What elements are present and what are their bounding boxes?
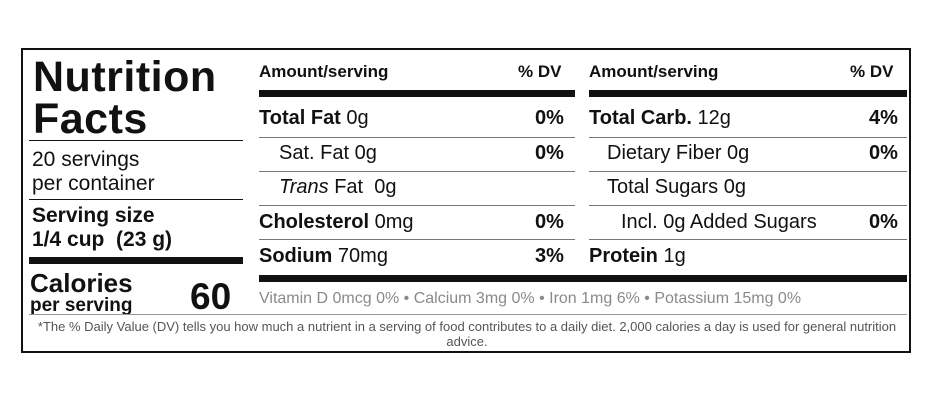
vitamins-minerals-line: Vitamin D 0mcg 0% • Calcium 3mg 0% • Iro…	[259, 290, 802, 307]
divider	[259, 239, 575, 240]
servings-per-container: 20 servings per container	[32, 148, 155, 195]
cholesterol-dv: 0%	[535, 211, 564, 233]
calories-value: 60	[190, 276, 232, 317]
calories-per-serving-label: per serving	[30, 295, 133, 316]
added-sugars-dv: 0%	[869, 211, 898, 233]
nutrition-facts-title: Nutrition Facts	[33, 53, 217, 143]
sodium-row: Sodium 70mg	[259, 245, 388, 267]
divider	[589, 239, 907, 240]
total-fat-row: Total Fat 0g	[259, 107, 369, 129]
thick-divider	[259, 275, 907, 282]
divider	[259, 137, 575, 138]
nutrition-label: Nutrition Facts 20 servings per containe…	[21, 48, 911, 353]
trans-fat-row: Trans Fat 0g	[279, 176, 397, 198]
sat-fat-row: Sat. Fat 0g	[279, 142, 377, 164]
divider	[29, 199, 243, 200]
total-carb-row: Total Carb. 12g	[589, 107, 731, 129]
dietary-fiber-row: Dietary Fiber 0g	[607, 142, 750, 164]
thick-divider	[259, 90, 575, 97]
divider	[589, 171, 907, 172]
total-sugars-row: Total Sugars 0g	[607, 176, 746, 198]
sat-fat-dv: 0%	[535, 142, 564, 164]
added-sugars-row: Incl. 0g Added Sugars	[621, 211, 817, 233]
divider	[589, 205, 907, 206]
right-header-amount: Amount/serving	[589, 62, 719, 81]
serving-size: Serving size 1/4 cup (23 g)	[32, 204, 173, 251]
divider	[589, 137, 907, 138]
left-header-amount: Amount/serving	[259, 62, 389, 81]
total-fat-dv: 0%	[535, 107, 564, 129]
protein-row: Protein 1g	[589, 245, 686, 267]
divider	[29, 140, 243, 141]
calories-label: Calories	[30, 268, 133, 298]
dietary-fiber-dv: 0%	[869, 142, 898, 164]
total-carb-dv: 4%	[869, 107, 898, 129]
divider	[259, 171, 575, 172]
thick-divider	[589, 90, 907, 97]
cholesterol-row: Cholesterol 0mg	[259, 211, 414, 233]
thick-divider	[29, 257, 243, 264]
left-header-dv: % DV	[518, 62, 562, 81]
divider	[29, 314, 907, 315]
daily-value-footnote: *The % Daily Value (DV) tells you how mu…	[37, 319, 897, 349]
divider	[259, 205, 575, 206]
right-header-dv: % DV	[850, 62, 894, 81]
sodium-dv: 3%	[535, 245, 564, 267]
